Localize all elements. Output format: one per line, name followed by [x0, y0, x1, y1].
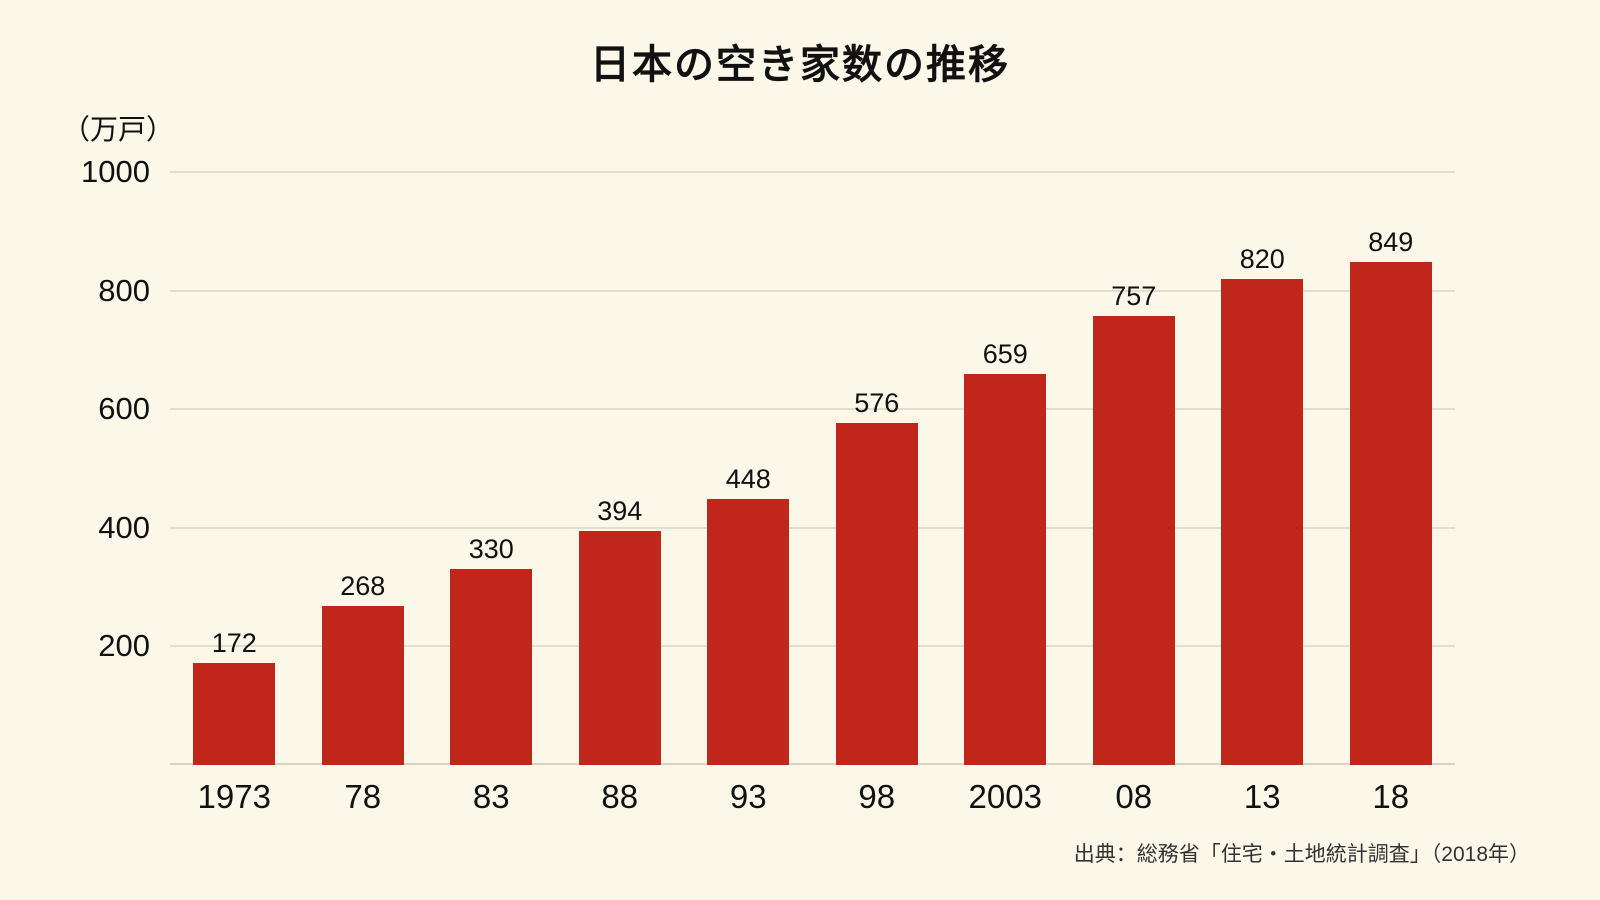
bar-value-label: 268 [340, 571, 386, 602]
y-axis-tick-label: 200 [98, 628, 150, 664]
x-axis-tick-labels: 1973 78 83 88 93 98 2003 08 13 18 [170, 778, 1455, 816]
bar-value-label: 659 [982, 339, 1028, 370]
x-axis-tick-label: 88 [601, 778, 639, 815]
x-axis-tick-label: 13 [1243, 778, 1281, 815]
bar-value-label: 820 [1239, 243, 1285, 274]
bar-column: 172 [170, 172, 299, 765]
y-axis-tick-label: 600 [98, 391, 150, 427]
x-axis-tick-label: 1973 [197, 778, 271, 815]
x-axis-line [170, 763, 1455, 765]
bar-column: 448 [684, 172, 813, 765]
gridline [170, 645, 1455, 648]
x-axis-tick-label: 2003 [968, 778, 1042, 815]
bar [450, 569, 533, 765]
bar [193, 663, 276, 765]
y-axis-tick-label: 400 [98, 509, 150, 545]
bar-series: 172 268 330 394 448 576 659 757 820 849 [170, 172, 1455, 765]
gridline [170, 171, 1455, 173]
bar [321, 606, 404, 765]
x-axis-tick-label: 98 [858, 778, 896, 815]
bar-value-label: 394 [597, 496, 643, 527]
x-axis-tick-label: 83 [472, 778, 510, 815]
bar-column: 659 [941, 172, 1070, 765]
bar-column: 394 [556, 172, 685, 765]
bar-value-label: 757 [1111, 281, 1157, 312]
bar [835, 423, 918, 765]
gridline [170, 526, 1455, 529]
y-axis-tick-label: 800 [98, 272, 150, 308]
bar [1221, 278, 1304, 765]
gridline [170, 408, 1455, 411]
bar [1349, 261, 1432, 765]
bar-column: 849 [1327, 172, 1456, 765]
bar-value-label: 172 [211, 628, 257, 659]
source-note: 出典：総務省「住宅・土地統計調査」（2018年） [1073, 843, 1530, 866]
chart-title: 日本の空き家数の推移 [590, 43, 1010, 87]
bar [964, 374, 1047, 765]
plot-area: 172 268 330 394 448 576 659 757 820 849 [170, 171, 1455, 765]
y-axis-tick-labels: 200 400 600 800 1000 [40, 154, 150, 765]
bar-value-label: 576 [854, 388, 900, 419]
gridline [170, 289, 1455, 292]
bar-column: 268 [299, 172, 428, 765]
y-axis-tick-label: 1000 [81, 154, 150, 189]
bar-column: 576 [813, 172, 942, 765]
bar [707, 499, 790, 765]
y-axis-unit-label: （万戸） [62, 114, 175, 145]
x-axis-tick-label: 08 [1115, 778, 1153, 815]
bar-value-label: 849 [1368, 226, 1414, 257]
x-axis-tick-label: 18 [1372, 778, 1410, 815]
bar-value-label: 330 [468, 534, 514, 565]
bar-column: 820 [1198, 172, 1327, 765]
bar-column: 757 [1070, 172, 1199, 765]
bar-column: 330 [427, 172, 556, 765]
x-axis-tick-label: 93 [729, 778, 767, 815]
bar [578, 531, 661, 765]
bar [1092, 316, 1175, 765]
x-axis-tick-label: 78 [344, 778, 382, 815]
bar-value-label: 448 [725, 464, 771, 495]
